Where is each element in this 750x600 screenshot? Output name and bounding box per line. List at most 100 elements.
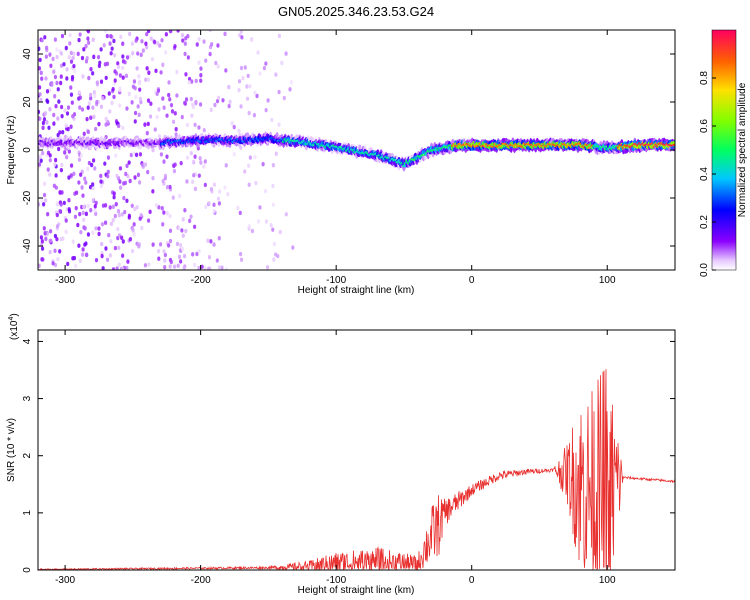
spectrogram-cell <box>90 162 94 168</box>
spectrogram-cell <box>48 172 52 177</box>
spectrogram-cell <box>163 258 167 263</box>
spectrogram-cell <box>103 220 108 225</box>
spectrogram-cell <box>108 253 112 258</box>
spectrogram-cell <box>60 162 64 168</box>
spectrogram-cell <box>38 85 42 90</box>
spectrogram-cell <box>122 181 126 186</box>
spectrogram-cell <box>165 211 169 216</box>
spectrogram-cell <box>105 257 110 262</box>
spectrogram-cell <box>138 180 142 185</box>
spectrogram-cell <box>78 258 82 264</box>
spectrogram-cell <box>113 213 117 219</box>
spectrogram-cell <box>258 71 262 76</box>
snr-x-tick-label: -100 <box>326 575 346 586</box>
spectrogram-cell <box>97 226 101 231</box>
spectrogram-cell <box>40 197 44 203</box>
spectrogram-cell <box>133 175 137 180</box>
spectrogram-cell <box>224 68 228 73</box>
spectrogram-cell <box>146 121 150 127</box>
spectrogram-cell <box>73 214 78 219</box>
spectrogram-cell <box>127 91 131 97</box>
spectrogram-cell <box>78 32 82 37</box>
spectrogram-cell <box>181 38 185 43</box>
spectrogram-cell <box>277 89 281 95</box>
spectrogram-cell <box>188 218 192 224</box>
spectrogram-cell <box>184 72 188 77</box>
spectrogram-cell <box>187 76 192 82</box>
spectrogram-cell <box>218 189 222 194</box>
spectrogram-x-tick-label: -300 <box>55 275 75 286</box>
spectrogram-cell <box>40 38 44 43</box>
spectrogram-cell <box>55 80 59 86</box>
snr-scale-prefix: (x10 <box>9 320 20 340</box>
snr-scale-label: (x104) <box>8 313 20 340</box>
spectrogram-y-ticks: -40 -20 0 20 40 <box>22 48 675 253</box>
spectrogram-cell <box>158 242 163 247</box>
spectrogram-marks <box>38 30 675 270</box>
spectrogram-cell <box>99 179 103 184</box>
spectrogram-cell <box>69 59 74 64</box>
spectrogram-cell <box>70 100 74 105</box>
spectrogram-cell <box>261 162 265 167</box>
spectrogram-cell <box>232 152 236 157</box>
spectrogram-cell <box>106 155 111 160</box>
spectrogram-cell <box>156 248 161 254</box>
spectrogram-cell <box>74 263 78 269</box>
spectrogram-x-tick-label: 0 <box>469 275 475 286</box>
spectrogram-cell <box>212 242 216 247</box>
snr-scale-close: ) <box>9 313 20 316</box>
spectrogram-cell <box>116 208 121 214</box>
spectrogram-cell <box>254 180 258 186</box>
spectrogram-cell <box>95 99 99 105</box>
spectrogram-cell <box>183 100 187 106</box>
spectrogram-y-label: Frequency (Hz) <box>6 116 17 185</box>
spectrogram-cell <box>284 51 288 56</box>
spectrogram-cell <box>109 221 114 227</box>
spectrogram-cell <box>48 249 52 255</box>
spectrogram-cell <box>151 189 155 194</box>
snr-panel: -300 -200 -100 0 100 0 1 2 3 4 Height of straigh… <box>6 313 676 596</box>
spectrogram-cell <box>123 60 127 65</box>
spectrogram-cell <box>91 197 95 203</box>
spectrogram-cell <box>258 205 262 210</box>
spectrogram-cell <box>41 150 45 156</box>
spectrogram-cell <box>87 160 91 166</box>
spectrogram-cell <box>206 238 210 243</box>
spectrogram-cell <box>55 47 59 52</box>
spectrogram-cell <box>165 185 170 190</box>
spectrogram-cell <box>118 103 122 108</box>
spectrogram-cell <box>99 173 103 179</box>
spectrogram-cell <box>38 57 42 63</box>
spectrogram-cell <box>121 253 125 258</box>
snr-y-tick-label: 0 <box>22 567 33 573</box>
spectrogram-cell <box>114 153 118 158</box>
spectrogram-cell <box>64 218 68 223</box>
spectrogram-cell <box>213 102 217 108</box>
spectrogram-cell <box>116 226 120 232</box>
spectrogram-cell <box>121 75 125 80</box>
spectrogram-cell <box>99 47 103 52</box>
spectrogram-cell <box>128 237 133 242</box>
spectrogram-cell <box>136 51 140 56</box>
spectrogram-cell <box>277 122 281 127</box>
spectrogram-cell <box>212 208 216 214</box>
spectrogram-cell <box>186 155 190 160</box>
spectrogram-cell <box>182 265 186 270</box>
spectrogram-cell <box>194 101 198 106</box>
spectrogram-cell <box>72 171 76 177</box>
spectrogram-cell <box>91 37 95 43</box>
spectrogram-cell <box>43 35 47 40</box>
spectrogram-cell <box>60 104 64 110</box>
spectrogram-cell <box>220 265 224 270</box>
spectrogram-cell <box>132 222 136 227</box>
spectrogram-cell <box>104 203 108 208</box>
spectrogram-cell <box>86 30 91 34</box>
spectrogram-cell <box>59 63 64 68</box>
spectrogram-cell <box>38 263 41 269</box>
spectrogram-cell <box>207 266 211 270</box>
chart-title: GN05.2025.346.23.53.G24 <box>278 4 434 19</box>
spectrogram-cell <box>94 211 98 216</box>
spectrogram-cell <box>144 41 148 46</box>
spectrogram-x-tick-label: -100 <box>326 275 346 286</box>
